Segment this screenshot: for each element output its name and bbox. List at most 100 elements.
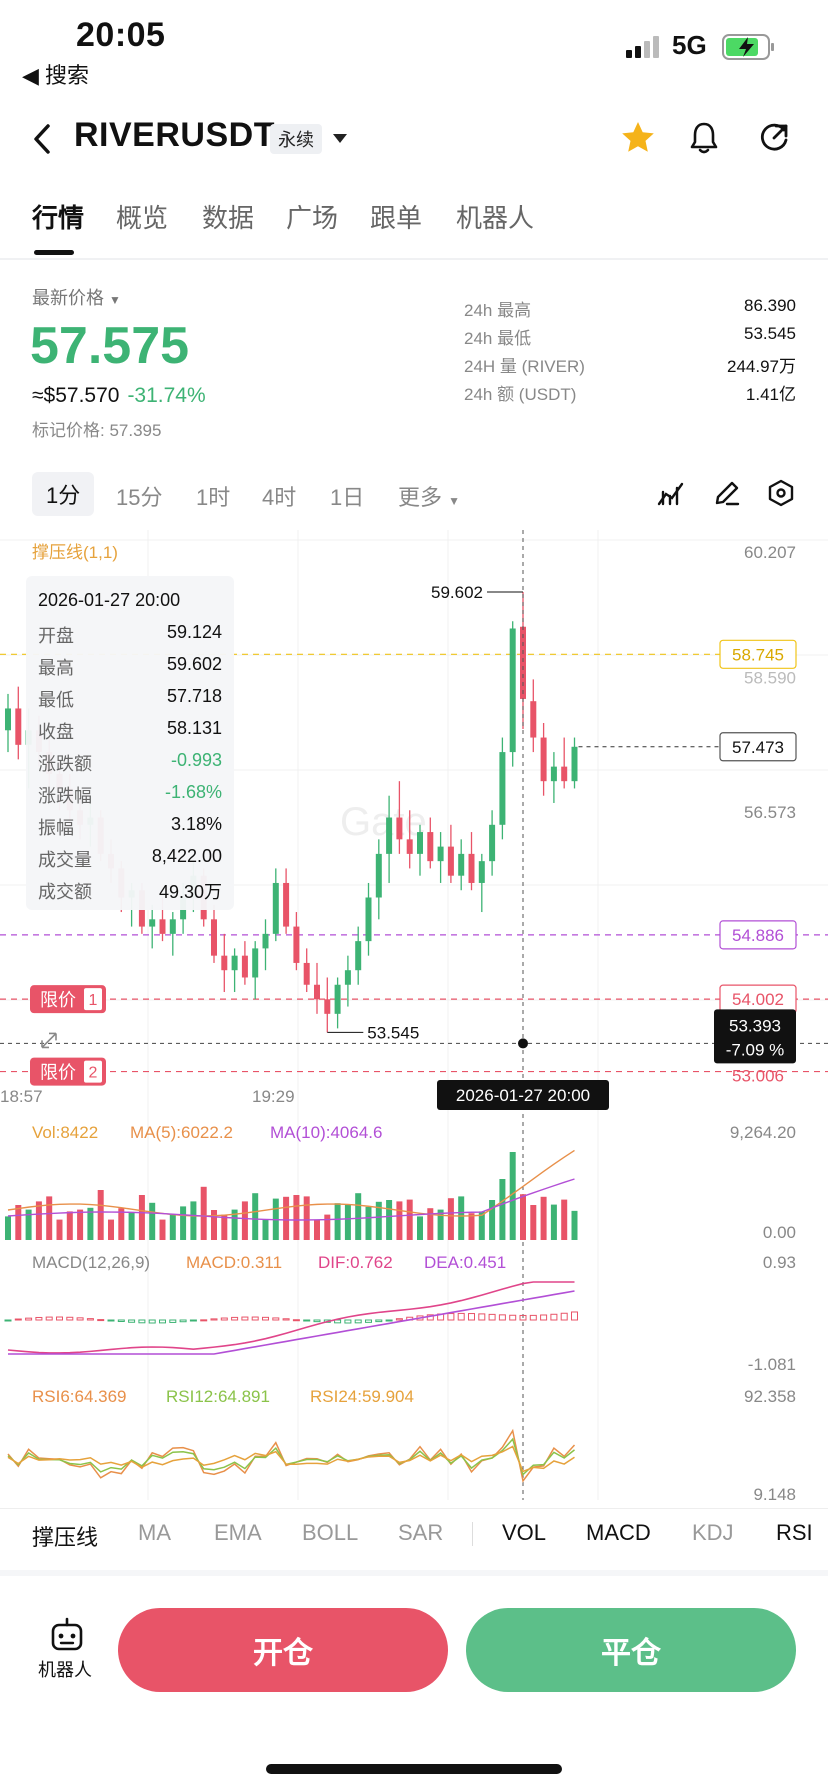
tab-data[interactable]: 数据 (202, 203, 255, 233)
back-to-search-link[interactable]: ◀ 搜索 (22, 63, 90, 88)
candle-body (262, 933, 269, 949)
volume-bar (324, 1214, 331, 1240)
macd-hist-bar (292, 1319, 300, 1322)
candle-body (540, 737, 547, 782)
low-annotation: 53.545 (367, 1023, 419, 1042)
macd-hist-bar (488, 1313, 496, 1321)
limit-tag-1-num: 1 (89, 992, 98, 1009)
volume-bar (159, 1219, 166, 1240)
macd-hist-bar (148, 1319, 156, 1324)
vol-axis-bottom: 0.00 (763, 1223, 796, 1242)
volume-bar (128, 1212, 135, 1240)
candle-body (458, 853, 465, 876)
open-position-button[interactable]: 开仓 (118, 1608, 448, 1692)
macd-hist-bar (56, 1316, 63, 1321)
volume-bar (540, 1196, 547, 1240)
timeframe-1m[interactable]: 1分 (32, 472, 95, 516)
indicator-tab-vol[interactable]: VOL (502, 1520, 547, 1545)
signal-icon (626, 36, 659, 58)
macd-value: MACD:0.311 (186, 1253, 282, 1272)
volume-bar (56, 1219, 63, 1240)
vol-label: Vol:8422 (32, 1123, 98, 1142)
volume-bar (97, 1190, 104, 1240)
x-axis-mid: 19:29 (252, 1087, 295, 1106)
volume-bar (520, 1194, 526, 1240)
tab-market[interactable]: 行情 (32, 203, 85, 233)
indicator-tab-rsi[interactable]: RSI (776, 1520, 813, 1545)
indicator-tab-kdj[interactable]: KDJ (692, 1520, 734, 1545)
candle-body (386, 817, 393, 854)
settings-hexagon-icon[interactable] (766, 478, 796, 508)
volume-bar (108, 1219, 114, 1240)
level-yellow-label: 58.745 (732, 645, 784, 664)
candle-body (241, 955, 248, 978)
indicator-tab-support-resistance[interactable]: 撑压线 (32, 1525, 99, 1550)
candle-body (375, 853, 382, 898)
stat-24h-low: 24h 最低 53.545 (464, 324, 796, 348)
timeframe-1h[interactable]: 1时 (196, 485, 231, 510)
macd-label: MACD(12,26,9) (32, 1253, 150, 1272)
volume-bar (365, 1206, 372, 1240)
current-price-label-box (719, 732, 797, 762)
indicator-tab-macd[interactable]: MACD (586, 1520, 651, 1545)
timeframe-more[interactable]: 更多 ▼ (398, 485, 461, 510)
close-position-button[interactable]: 平仓 (466, 1608, 796, 1692)
timeframe-1d[interactable]: 1日 (330, 485, 365, 510)
tooltip-datetime: 2026-01-27 20:00 (38, 590, 181, 610)
caret-down-icon[interactable] (333, 134, 347, 143)
pencil-icon[interactable] (712, 478, 742, 508)
rsi24-line (7, 1445, 575, 1473)
volume-bar (478, 1211, 485, 1240)
battery-charging-icon (722, 34, 774, 60)
star-icon[interactable] (618, 118, 658, 158)
indicator-tab-ma[interactable]: MA (138, 1520, 171, 1545)
share-icon[interactable] (754, 118, 794, 158)
tab-square[interactable]: 广场 (286, 203, 339, 233)
volume-bar (427, 1208, 434, 1240)
macd-hist-bar (117, 1319, 125, 1323)
indicator-tab-sar[interactable]: SAR (398, 1520, 444, 1545)
tab-copy-trading[interactable]: 跟单 (370, 203, 423, 233)
tab-overview[interactable]: 概览 (116, 203, 169, 233)
candle-body (314, 984, 320, 1000)
contract-type-badge[interactable]: 永续 (270, 124, 322, 154)
last-price-label[interactable]: 最新价格 ▼ (32, 288, 121, 308)
back-chevron-icon[interactable] (30, 122, 54, 156)
crosshair-price-box (714, 1009, 796, 1064)
candle-body (272, 882, 279, 934)
pair-symbol[interactable]: RIVERUSDT (74, 116, 275, 154)
volume-bar (118, 1208, 125, 1240)
indicator-tab-boll[interactable]: BOLL (302, 1520, 359, 1545)
robot-icon[interactable] (48, 1616, 86, 1654)
macd-hist-bar (571, 1311, 578, 1321)
tooltip-row: 涨跌幅 -1.68% (38, 782, 222, 806)
crosshair-time-box (437, 1080, 609, 1110)
candle-body (468, 853, 475, 883)
rsi-axis-top: 92.358 (744, 1387, 796, 1406)
vol-ma10-line (7, 1178, 575, 1221)
tab-bots[interactable]: 机器人 (456, 203, 535, 233)
indicator-icon[interactable] (656, 478, 686, 508)
volume-bar (35, 1201, 42, 1240)
timeframe-4h[interactable]: 4时 (262, 485, 297, 510)
candle-body (509, 628, 516, 753)
candle-body (211, 919, 217, 956)
macd-hist-bar (498, 1314, 506, 1321)
robot-label[interactable]: 机器人 (38, 1660, 92, 1680)
timeframe-15m[interactable]: 15分 (116, 485, 163, 510)
macd-hist-bar (272, 1317, 280, 1321)
candle-body (417, 832, 423, 854)
volume-bar (231, 1209, 238, 1240)
candlestick-chart[interactable]: Gate 59.602 53.545 60.207 56.573 58.590 58.745… (0, 530, 828, 1510)
macd-hist-bar (210, 1318, 218, 1321)
indicator-tab-ema[interactable]: EMA (214, 1520, 262, 1545)
macd-hist-bar (4, 1319, 12, 1322)
candle-body (489, 824, 496, 862)
macd-hist-bar (344, 1319, 352, 1324)
tooltip-row: 涨跌额 -0.993 (38, 750, 222, 774)
bell-icon[interactable] (684, 118, 724, 158)
macd-hist-bar (550, 1313, 558, 1321)
macd-hist-bar (509, 1314, 517, 1321)
candle-body (283, 882, 290, 927)
macd-hist-bar (457, 1312, 465, 1321)
